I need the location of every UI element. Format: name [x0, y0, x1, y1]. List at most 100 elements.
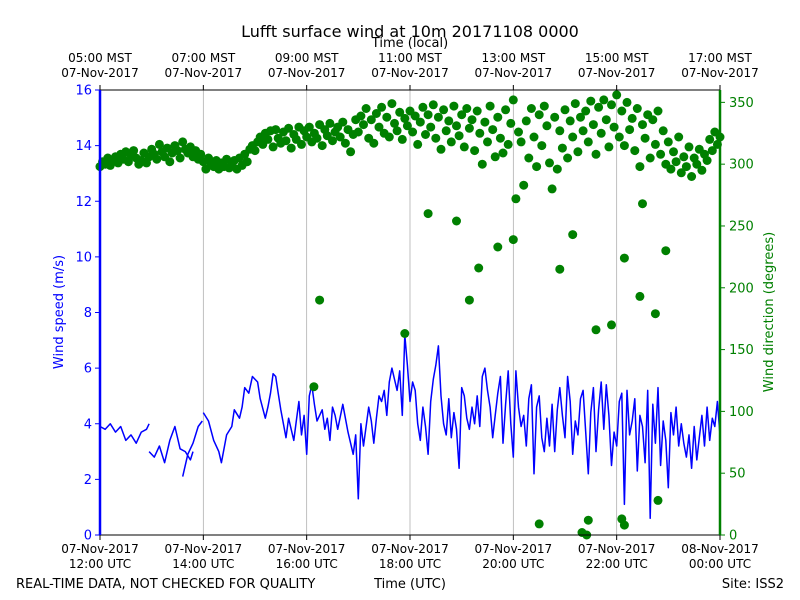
wind-direction-point: [676, 168, 686, 178]
wind-direction-point: [483, 137, 492, 147]
wind-direction-point: [674, 132, 684, 142]
top-tick-date: 07-Nov-2017: [371, 66, 449, 80]
wind-direction-point: [617, 106, 627, 116]
wind-direction-point: [524, 153, 534, 163]
wind-direction-point: [609, 122, 619, 132]
wind-direction-point: [532, 162, 542, 172]
top-tick-time: 15:00 MST: [585, 51, 649, 65]
wind-direction-point: [547, 184, 557, 194]
wind-direction-point: [340, 138, 350, 148]
bottom-tick-time: 20:00 UTC: [482, 557, 544, 571]
top-tick-date: 07-Nov-2017: [61, 66, 139, 80]
wind-direction-point: [263, 134, 273, 144]
wind-direction-point: [418, 102, 428, 112]
wind-direction-point: [586, 96, 596, 106]
wind-direction-point: [312, 133, 322, 143]
wind-direction-point: [317, 141, 327, 151]
wind-direction-point: [645, 153, 655, 163]
wind-direction-point: [436, 144, 446, 154]
wind-direction-point: [402, 121, 412, 131]
wind-direction-point: [583, 515, 593, 525]
wind-direction-point: [702, 156, 712, 165]
wind-direction-point: [475, 128, 485, 138]
wind-direction-point: [583, 137, 593, 147]
wind-direction-point: [297, 139, 306, 149]
wind-direction-point: [328, 136, 337, 146]
wind-direction-point: [519, 180, 529, 190]
wind-direction-point: [410, 111, 420, 121]
wind-direction-point: [573, 147, 583, 157]
right-tick-label: 0: [729, 529, 737, 544]
wind-direction-point: [581, 106, 591, 116]
wind-direction-point: [555, 264, 565, 274]
wind-direction-point: [568, 132, 578, 142]
top-tick-date: 07-Nov-2017: [681, 66, 759, 80]
bottom-tick-date: 07-Nov-2017: [578, 542, 656, 556]
right-tick-label: 250: [729, 219, 754, 234]
wind-direction-point: [521, 116, 531, 126]
wind-direction-point: [607, 320, 616, 330]
wind-direction-point: [493, 242, 503, 252]
wind-direction-point: [452, 121, 461, 131]
wind-speed-line: [181, 420, 203, 477]
wind-direction-point: [490, 152, 500, 162]
wind-direction-point: [413, 139, 423, 149]
wind-direction-point: [697, 165, 707, 175]
wind-direction-point: [638, 199, 647, 209]
wind-direction-point: [578, 126, 588, 136]
right-tick-label: 150: [729, 343, 754, 358]
bottom-tick-time: 18:00 UTC: [379, 557, 441, 571]
wind-direction-point: [467, 115, 477, 125]
wind-direction-point: [495, 133, 505, 143]
wind-direction-point: [576, 112, 585, 122]
wind-direction-point: [506, 118, 516, 128]
wind-direction-point: [281, 136, 291, 146]
wind-direction-point: [545, 158, 554, 168]
wind-direction-point: [397, 134, 407, 144]
wind-direction-point: [335, 132, 345, 142]
wind-direction-point: [431, 133, 441, 143]
wind-direction-point: [304, 122, 314, 132]
right-axis-label: Wind direction (degrees): [762, 232, 777, 392]
wind-direction-point: [454, 131, 464, 141]
wind-direction-point: [359, 120, 368, 130]
wind-direction-point: [480, 117, 490, 127]
wind-direction-point: [604, 142, 614, 152]
wind-direction-point: [671, 157, 681, 167]
wind-direction-point: [534, 519, 544, 529]
wind-speed-series: [99, 334, 721, 520]
wind-direction-point: [250, 146, 260, 156]
wind-direction-point: [508, 235, 518, 245]
right-axis: 0 50 100 150 200 250 300 350: [720, 96, 754, 544]
wind-direction-point: [550, 112, 560, 122]
wind-direction-point: [384, 132, 394, 142]
wind-direction-point: [423, 209, 433, 219]
wind-direction-point: [374, 122, 384, 132]
wind-direction-point: [508, 95, 518, 105]
bottom-tick-date: 07-Nov-2017: [165, 542, 243, 556]
wind-direction-point: [175, 153, 185, 163]
wind-direction-point: [619, 520, 629, 530]
bottom-tick-date: 07-Nov-2017: [268, 542, 346, 556]
x-axis-label: Time (UTC): [373, 577, 446, 592]
wind-direction-point: [612, 90, 622, 100]
top-tick-date: 07-Nov-2017: [268, 66, 346, 80]
wind-direction-point: [640, 133, 650, 143]
left-tick-label: 12: [75, 195, 92, 210]
wind-direction-point: [474, 263, 484, 273]
left-tick-label: 8: [84, 306, 92, 321]
wind-direction-point: [421, 130, 430, 139]
wind-direction-point: [315, 295, 325, 305]
top-tick-time: 13:00 MST: [481, 51, 545, 65]
wind-direction-point: [705, 134, 715, 144]
wind-direction-point: [565, 116, 575, 126]
wind-direction-point: [392, 126, 402, 136]
wind-speed-line: [202, 334, 721, 520]
wind-direction-point: [684, 142, 694, 152]
wind-direction-point: [653, 495, 663, 505]
wind-direction-point: [154, 139, 164, 149]
wind-direction-point: [607, 100, 616, 110]
wind-direction-point: [408, 127, 418, 137]
